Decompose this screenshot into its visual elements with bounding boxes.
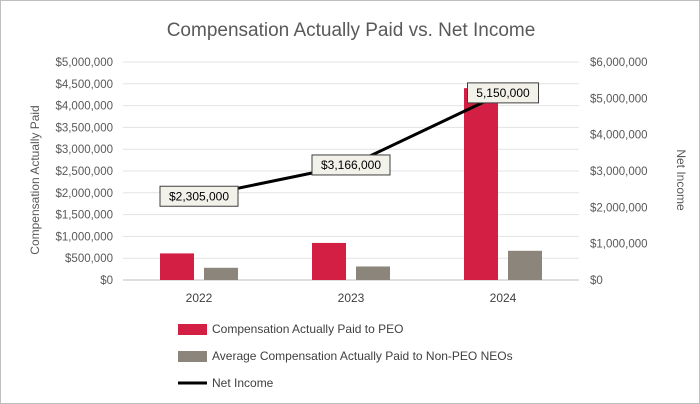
data-label-text: $3,166,000 — [321, 158, 381, 172]
legend-label: Net Income — [212, 376, 274, 390]
legend-label: Compensation Actually Paid to PEO — [212, 322, 403, 336]
x-axis-label-2023: 2023 — [338, 291, 365, 305]
legend-item: Net Income — [178, 376, 274, 390]
legend-swatch — [178, 324, 207, 335]
line-series: $2,305,000 $3,166,000 5,150,000 — [159, 82, 539, 207]
right-tick-label: $6,000,000 — [590, 57, 648, 69]
data-label-text: 5,150,000 — [476, 86, 530, 100]
legend-swatch — [178, 351, 207, 362]
left-tick-label: $500,000 — [65, 253, 113, 265]
legend-item: Compensation Actually Paid to PEO — [178, 322, 403, 336]
left-tick-label: $1,500,000 — [55, 210, 113, 222]
left-tick-label: $0 — [100, 275, 113, 287]
right-tick-label: $3,000,000 — [590, 166, 648, 178]
left-tick-label: $4,000,000 — [55, 101, 113, 113]
net-income-data-label: 5,150,000 — [467, 82, 539, 104]
right-tick-label: $1,000,000 — [590, 239, 648, 251]
x-axis-label-2024: 2024 — [490, 291, 517, 305]
left-tick-label: $3,500,000 — [55, 122, 113, 134]
chart-title: Compensation Actually Paid vs. Net Incom… — [167, 20, 536, 41]
bar-marks — [160, 88, 542, 280]
bar-peo-2024 — [464, 88, 498, 280]
left-tick-label: $1,000,000 — [55, 231, 113, 243]
left-tick-label: $2,000,000 — [55, 188, 113, 200]
left-tick-label: $3,000,000 — [55, 144, 113, 156]
data-label-text: $2,305,000 — [169, 189, 229, 203]
left-axis-ticks: $0 $500,000 $1,000,000 $1,500,000 $2,000,000… — [55, 57, 113, 287]
net-income-data-label: $2,305,000 — [159, 185, 239, 207]
bar-peo-2022 — [160, 253, 194, 280]
bar-non-peo-2022 — [204, 267, 238, 280]
x-axis-labels: 2022 2023 2024 — [186, 291, 517, 305]
data-label-box — [159, 185, 239, 207]
legend-label: Average Compensation Actually Paid to No… — [212, 349, 513, 363]
net-income-line — [198, 91, 504, 198]
net-income-data-label: $3,166,000 — [311, 154, 391, 176]
right-tick-label: $2,000,000 — [590, 202, 648, 214]
left-tick-label: $2,500,000 — [55, 166, 113, 178]
legend-item: Average Compensation Actually Paid to No… — [178, 349, 513, 363]
right-tick-label: $5,000,000 — [590, 93, 648, 105]
right-tick-label: $0 — [590, 275, 603, 287]
bar-peo-2023 — [312, 242, 346, 280]
data-label-box — [311, 154, 391, 176]
right-axis-title: Net Income — [674, 149, 688, 211]
legend: Compensation Actually Paid to PEO Average… — [178, 322, 513, 390]
left-tick-label: $5,000,000 — [55, 57, 113, 69]
x-axis-label-2022: 2022 — [186, 291, 213, 305]
data-label-box — [467, 82, 539, 104]
left-tick-label: $4,500,000 — [55, 79, 113, 91]
right-axis-ticks: $0 $1,000,000 $2,000,000 $3,000,000 $4,000,0… — [590, 57, 648, 287]
bar-non-peo-2023 — [356, 266, 390, 280]
left-axis-title: Compensation Actually Paid — [28, 105, 42, 254]
bar-non-peo-2024 — [508, 250, 542, 280]
right-tick-label: $4,000,000 — [590, 130, 648, 142]
